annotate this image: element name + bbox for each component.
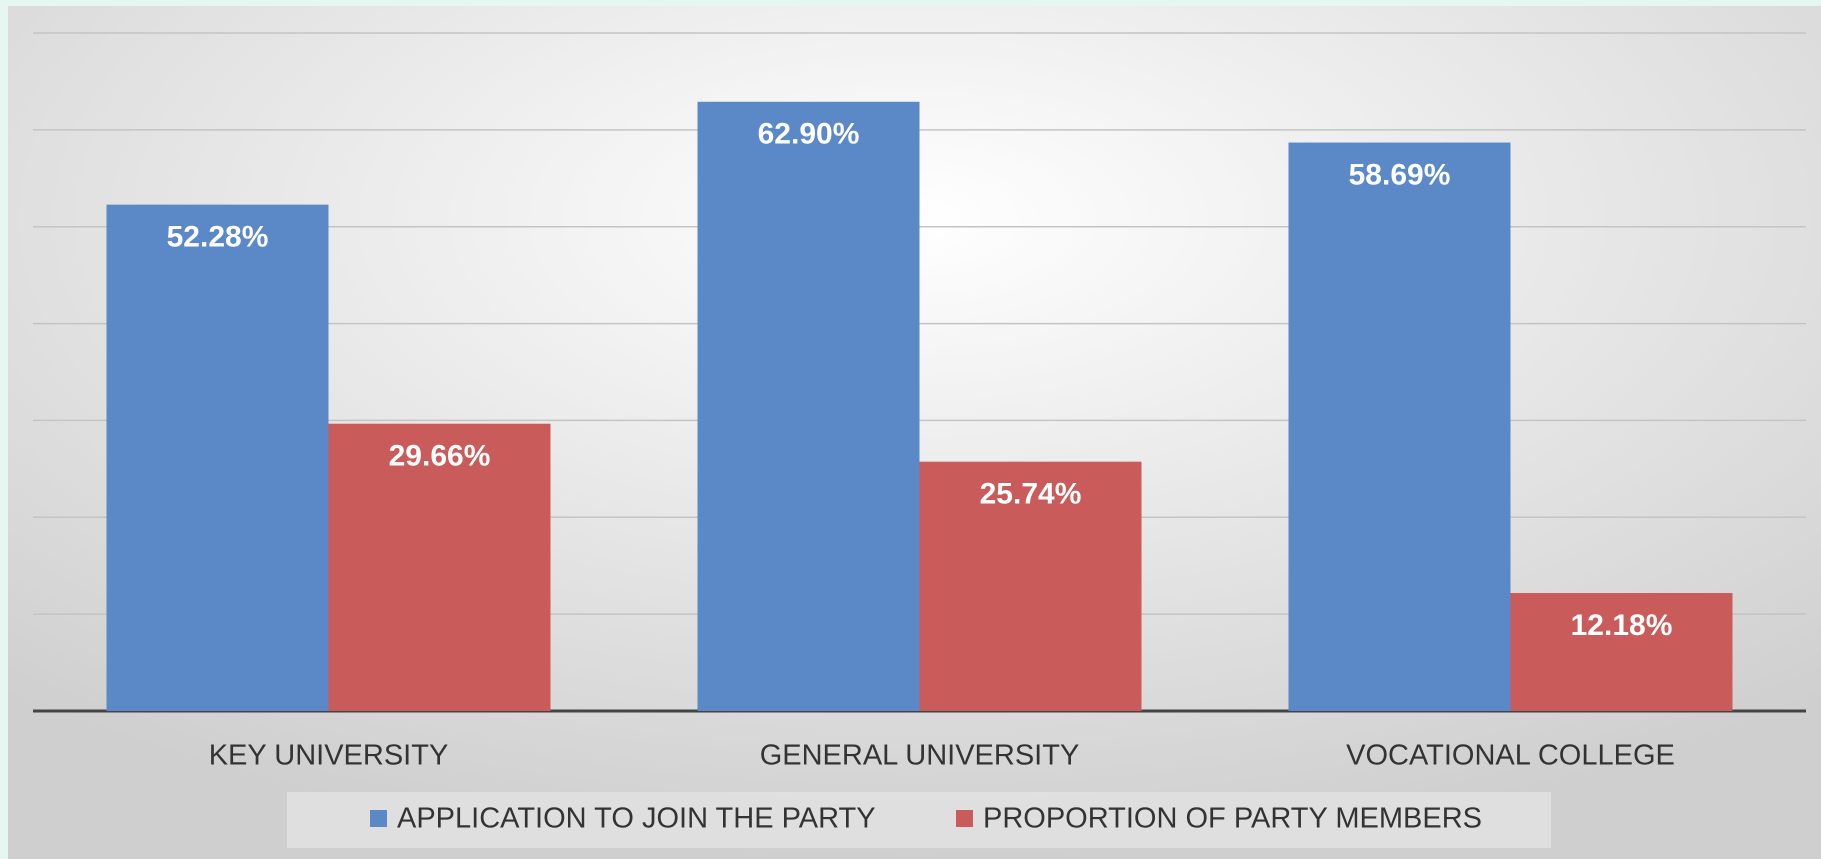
x-tick-label: VOCATIONAL COLLEGE [1346,740,1675,772]
data-label: 52.28% [167,221,269,254]
bar [697,101,920,712]
legend-box [287,792,1551,848]
data-label: 62.90% [758,118,860,151]
legend-label: PROPORTION OF PARTY MEMBERS [983,803,1482,835]
data-label: 29.66% [389,440,491,473]
bar [919,461,1142,711]
bar [1288,142,1511,712]
data-label: 58.69% [1349,158,1451,191]
x-tick-label: GENERAL UNIVERSITY [760,740,1080,772]
legend-swatch [370,810,387,827]
bar [1510,593,1733,711]
bar [106,204,329,711]
data-label: 25.74% [980,478,1082,511]
legend-label: APPLICATION TO JOIN THE PARTY [397,803,876,835]
legend-swatch [956,810,973,827]
bar [328,423,551,711]
data-label: 12.18% [1571,609,1673,642]
x-tick-label: KEY UNIVERSITY [209,740,449,772]
